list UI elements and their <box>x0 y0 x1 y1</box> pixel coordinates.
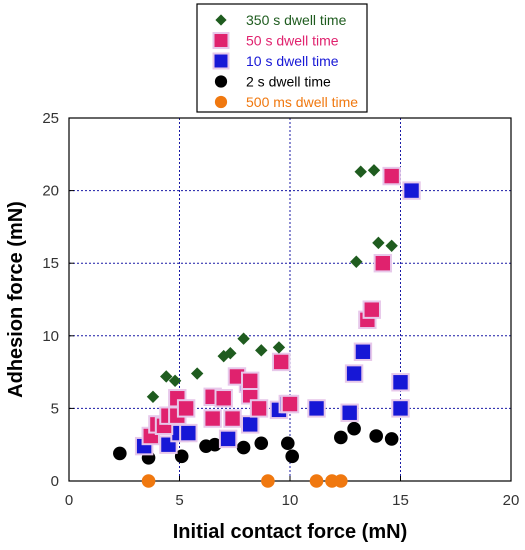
data-point <box>282 396 298 412</box>
data-point <box>178 401 194 416</box>
data-point <box>347 421 361 436</box>
data-point <box>225 411 240 426</box>
data-point <box>190 367 204 380</box>
legend-label: 2 s dwell time <box>246 74 331 90</box>
data-point <box>141 474 156 488</box>
data-point <box>350 255 363 268</box>
series-4 <box>141 474 348 488</box>
y-tick-label: 5 <box>51 400 59 417</box>
data-point <box>243 373 258 389</box>
x-tick-label: 10 <box>282 492 299 509</box>
data-point <box>372 236 385 250</box>
x-tick-label: 0 <box>65 492 73 509</box>
data-point <box>280 436 295 451</box>
data-point <box>309 474 324 488</box>
series-3 <box>113 421 399 465</box>
x-tick-label: 20 <box>503 492 520 509</box>
legend-marker <box>214 95 228 109</box>
grid <box>69 118 511 481</box>
data-point <box>393 401 408 416</box>
y-tick-label: 15 <box>42 255 59 272</box>
data-point <box>168 374 182 388</box>
data-point <box>255 344 268 357</box>
data-point <box>261 474 275 488</box>
data-point <box>208 437 222 452</box>
data-point <box>237 332 250 345</box>
legend-marker <box>215 14 227 26</box>
data-point <box>236 440 251 455</box>
y-axis-title: Adhesion force (mN) <box>5 201 27 398</box>
data-point <box>342 405 357 420</box>
data-point <box>384 432 399 446</box>
data-point <box>160 370 173 383</box>
data-point <box>229 369 245 384</box>
data-point <box>224 347 237 360</box>
legend: 350 s dwell time 50 s dwell time 10 s dwel… <box>196 3 368 113</box>
y-tick-label: 10 <box>42 328 59 345</box>
data-point <box>354 165 367 178</box>
data-point <box>309 401 324 416</box>
data-point <box>113 446 127 461</box>
x-axis-title: Initial contact force (mN) <box>173 521 407 543</box>
data-points <box>113 164 421 488</box>
data-point <box>251 401 267 416</box>
data-point <box>273 354 289 370</box>
data-point <box>243 417 258 432</box>
data-point <box>205 411 220 426</box>
legend-marker <box>214 54 228 68</box>
axis-ticks: 0 5 10 15 20 0 5 10 15 20 25 <box>42 110 519 509</box>
series-1 <box>141 166 401 446</box>
data-point <box>404 183 419 198</box>
data-point <box>174 449 189 464</box>
data-point <box>355 344 371 359</box>
data-point <box>181 425 196 441</box>
data-point <box>220 431 236 447</box>
legend-marker <box>214 34 228 47</box>
data-point <box>272 341 286 354</box>
data-point <box>146 390 160 403</box>
data-point <box>369 429 383 443</box>
data-point <box>243 388 258 403</box>
data-point <box>393 375 408 390</box>
data-point <box>334 430 348 445</box>
legend-label: 50 s dwell time <box>246 33 339 49</box>
data-point <box>384 168 399 184</box>
data-point <box>375 256 391 271</box>
legend-label: 500 ms dwell time <box>246 94 358 110</box>
legend-label: 10 s dwell time <box>246 53 339 69</box>
data-point <box>385 239 398 252</box>
data-point <box>364 302 379 317</box>
x-tick-label: 15 <box>392 492 409 509</box>
x-tick-label: 5 <box>175 492 183 509</box>
data-point <box>334 474 348 488</box>
data-point <box>367 164 381 177</box>
y-tick-label: 25 <box>42 110 59 127</box>
series-0 <box>146 164 398 403</box>
y-tick-label: 0 <box>51 473 59 490</box>
data-point <box>216 391 231 406</box>
y-tick-label: 20 <box>42 183 59 200</box>
data-point <box>285 449 300 464</box>
legend-marker <box>214 75 228 88</box>
legend-label: 350 s dwell time <box>246 12 347 28</box>
data-point <box>346 366 362 381</box>
data-point <box>254 436 269 451</box>
